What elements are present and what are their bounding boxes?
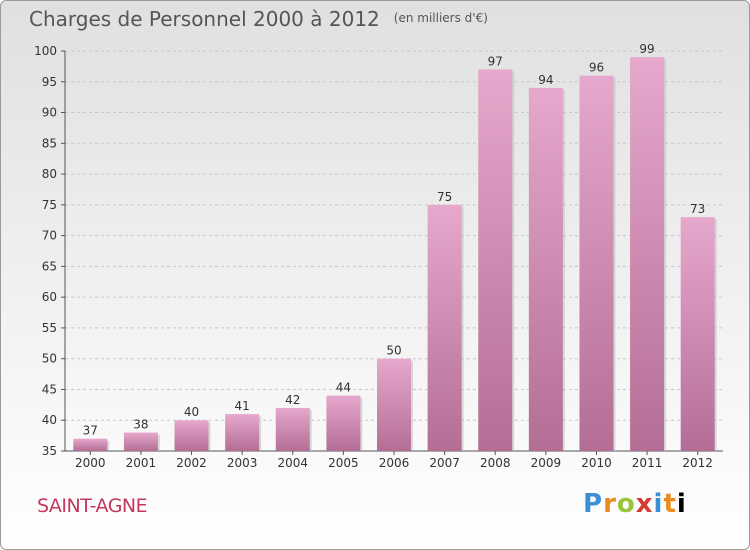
y-tick-label: 90 <box>42 106 57 120</box>
bar-value-label: 94 <box>538 73 553 87</box>
bar-value-label: 40 <box>184 405 199 419</box>
bar <box>73 438 108 451</box>
x-tick-label: 2008 <box>480 456 511 470</box>
y-tick-label: 80 <box>42 167 57 181</box>
x-tick-label: 2005 <box>328 456 359 470</box>
x-tick-label: 2010 <box>581 456 612 470</box>
y-tick-label: 100 <box>34 44 57 58</box>
x-tick-label: 2011 <box>632 456 663 470</box>
bar-value-label: 42 <box>285 393 300 407</box>
bar-value-label: 38 <box>133 418 148 432</box>
y-tick-label: 45 <box>42 382 57 396</box>
bar <box>174 420 209 451</box>
bar-value-label: 96 <box>589 61 604 75</box>
logo-letter: i <box>676 489 687 519</box>
y-tick-label: 95 <box>42 75 57 89</box>
logo-letter: r <box>603 489 617 519</box>
y-tick-label: 50 <box>42 352 57 366</box>
logo-letter: x <box>635 489 654 519</box>
chart-unit-note: (en milliers d'€) <box>393 11 488 25</box>
y-tick-label: 40 <box>42 413 57 427</box>
bar <box>427 204 462 451</box>
y-tick-label: 85 <box>42 136 57 150</box>
x-tick-label: 2007 <box>429 456 460 470</box>
x-tick-label: 2001 <box>126 456 157 470</box>
y-tick-label: 35 <box>42 444 57 458</box>
bar-value-label: 73 <box>690 202 705 216</box>
bar-value-label: 41 <box>235 399 250 413</box>
bar-value-label: 99 <box>639 42 654 56</box>
chart-title-text: Charges de Personnel 2000 à 2012 <box>29 7 380 31</box>
logo-letter: o <box>616 489 636 519</box>
bar <box>630 57 665 452</box>
bar <box>225 414 260 451</box>
x-tick-label: 2003 <box>227 456 258 470</box>
bar-value-label: 75 <box>437 190 452 204</box>
bar <box>478 69 513 451</box>
x-tick-label: 2009 <box>531 456 562 470</box>
bar <box>528 87 563 451</box>
logo-letter: t <box>663 489 677 519</box>
x-tick-label: 2004 <box>277 456 308 470</box>
y-tick-label: 60 <box>42 290 57 304</box>
chart-title: Charges de Personnel 2000 à 2012 (en mill… <box>29 7 488 31</box>
y-tick-label: 75 <box>42 198 57 212</box>
bar-value-label: 44 <box>336 381 351 395</box>
bar <box>579 75 614 451</box>
x-tick-label: 2002 <box>176 456 207 470</box>
bar <box>275 407 310 451</box>
bar <box>377 358 411 451</box>
y-tick-label: 55 <box>42 321 57 335</box>
x-tick-label: 2012 <box>682 456 713 470</box>
x-tick-label: 2000 <box>75 456 106 470</box>
logo-letter: i <box>653 489 664 519</box>
y-tick-label: 70 <box>42 229 57 243</box>
commune-name: SAINT-AGNE <box>37 495 148 517</box>
y-tick-label: 65 <box>42 259 57 273</box>
bar <box>123 432 158 451</box>
bar-value-label: 50 <box>386 344 401 358</box>
logo-letter: P <box>583 489 604 519</box>
bar <box>680 217 715 451</box>
bar-value-label: 37 <box>83 424 98 438</box>
proxiti-logo: Proxiti <box>583 489 687 519</box>
bar <box>326 395 361 451</box>
x-tick-label: 2006 <box>379 456 410 470</box>
bar-value-label: 97 <box>488 54 503 68</box>
